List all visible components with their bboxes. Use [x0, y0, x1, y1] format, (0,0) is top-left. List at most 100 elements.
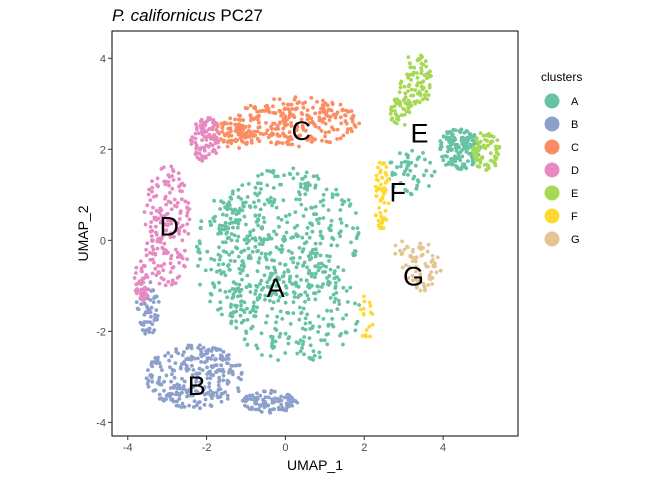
data-point-A [250, 250, 255, 254]
data-point-A [326, 322, 331, 327]
data-point-E [485, 139, 489, 143]
data-point-A [281, 274, 286, 278]
data-point-B [157, 382, 162, 387]
data-point-B [174, 347, 179, 352]
data-point-B [219, 363, 224, 368]
data-point-A [334, 187, 339, 192]
data-point-C [233, 122, 238, 127]
data-point-D [150, 179, 154, 184]
data-point-D [161, 234, 165, 238]
data-point-D [170, 186, 175, 191]
data-point-E [485, 162, 489, 167]
data-point-F [380, 220, 385, 224]
data-point-A [268, 354, 273, 358]
data-point-D [149, 220, 154, 225]
data-point-A [313, 291, 318, 296]
legend-label-D: D [571, 165, 579, 177]
data-point-B [179, 362, 184, 367]
data-point-B [220, 367, 225, 372]
data-point-A [310, 283, 314, 288]
data-point-G [434, 270, 439, 275]
data-point-A [231, 280, 236, 285]
data-point-D [203, 123, 208, 128]
data-point-A [291, 176, 296, 181]
data-point-B [267, 410, 272, 415]
data-point-F [374, 194, 379, 199]
data-point-B [218, 353, 223, 358]
cluster-label-E: E [410, 118, 428, 148]
data-point-A [446, 162, 451, 166]
data-point-C [266, 109, 271, 114]
data-point-B [187, 403, 192, 408]
data-point-A [322, 338, 327, 343]
data-point-B [186, 344, 191, 349]
data-point-A [239, 303, 244, 308]
legend-item-D: D [544, 162, 579, 178]
data-point-B [147, 326, 152, 331]
data-point-B [143, 331, 148, 336]
data-point-B [199, 354, 204, 359]
data-point-E [407, 110, 412, 114]
data-point-A [408, 191, 413, 196]
data-point-D [212, 124, 216, 129]
data-point-F [384, 165, 389, 169]
data-point-A [248, 233, 252, 238]
data-point-B [254, 402, 258, 406]
data-point-A [259, 251, 264, 256]
data-point-C [343, 113, 348, 118]
data-point-A [354, 211, 358, 215]
data-point-D [194, 150, 199, 155]
data-point-A [227, 252, 232, 257]
data-point-A [265, 183, 270, 188]
data-point-A [404, 166, 409, 171]
data-point-A [217, 280, 221, 285]
data-point-A [327, 226, 332, 231]
data-point-A [461, 162, 465, 167]
data-point-A [277, 335, 282, 339]
data-point-C [305, 108, 310, 113]
data-point-D [163, 194, 168, 199]
data-point-F [383, 208, 388, 213]
data-point-E [427, 83, 432, 87]
data-point-C [225, 121, 229, 126]
data-point-A [223, 226, 228, 230]
data-point-E [406, 55, 411, 60]
data-point-G [407, 265, 412, 270]
data-point-A [318, 199, 323, 204]
data-point-A [332, 271, 337, 276]
data-point-E [497, 144, 502, 149]
data-point-A [253, 185, 258, 190]
data-point-A [449, 156, 453, 161]
data-point-A [237, 266, 242, 271]
data-point-B [295, 400, 300, 405]
data-point-C [229, 133, 234, 138]
data-point-F [360, 334, 365, 338]
data-point-D [179, 254, 184, 259]
data-point-A [287, 171, 292, 176]
data-point-A [324, 187, 329, 192]
data-point-A [245, 342, 250, 347]
data-point-A [268, 275, 272, 280]
data-point-D [194, 146, 199, 151]
legend-key-E [544, 185, 560, 201]
data-point-C [280, 141, 285, 146]
data-point-A [297, 197, 302, 202]
data-point-B [181, 384, 186, 388]
data-point-A [303, 192, 308, 197]
data-point-A [293, 210, 298, 215]
data-point-D [158, 240, 163, 245]
data-point-C [281, 111, 285, 116]
data-point-D [188, 138, 193, 143]
data-point-A [284, 285, 289, 290]
data-point-A [216, 307, 220, 312]
data-point-A [302, 335, 307, 339]
data-point-A [240, 183, 245, 188]
data-point-A [283, 351, 288, 355]
data-point-B [215, 394, 220, 399]
data-point-A [306, 297, 311, 302]
data-point-G [420, 252, 425, 257]
data-point-A [321, 282, 325, 286]
data-point-E [488, 158, 493, 163]
data-point-D [157, 210, 162, 215]
data-point-B [188, 387, 192, 392]
